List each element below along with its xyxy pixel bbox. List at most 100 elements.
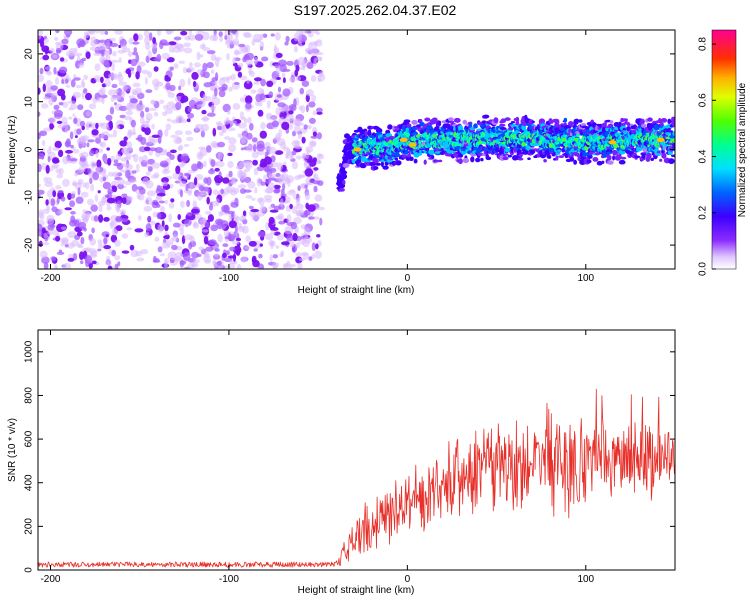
spectrogram-cell xyxy=(49,224,56,228)
spectrogram-cell xyxy=(197,100,203,105)
spectrogram-cell xyxy=(187,112,195,119)
spectrogram-cell xyxy=(46,190,53,198)
spectrogram-cell xyxy=(155,195,163,202)
spectrogram-cell xyxy=(214,174,224,184)
y-tick-label: -10 xyxy=(24,190,35,205)
spectrogram-cell xyxy=(115,215,122,223)
spectrogram-cell xyxy=(53,37,59,41)
spectrogram-cell xyxy=(573,159,577,165)
spectrogram-cell xyxy=(145,223,152,232)
spectrogram-cell xyxy=(266,80,274,88)
spectrogram-cell xyxy=(298,209,305,216)
spectrogram-cell xyxy=(122,47,131,53)
spectrogram-cell xyxy=(607,154,612,161)
spectrogram-cell xyxy=(123,136,128,141)
spectrogram-cell xyxy=(292,232,298,242)
spectrogram-cell xyxy=(111,265,116,269)
spectrogram-cell xyxy=(126,141,133,149)
spectrogram-cell xyxy=(103,168,107,175)
spectrogram-cell xyxy=(270,240,276,247)
spectrogram-cell xyxy=(227,255,237,259)
spectrogram-cell xyxy=(667,118,672,125)
spectrogram-cell xyxy=(219,35,223,43)
spectrogram-cell xyxy=(126,102,134,112)
spectrogram-cell xyxy=(95,166,101,173)
spectrogram-cell xyxy=(223,265,230,269)
spectrogram-cell xyxy=(81,143,88,147)
spectrogram-cell xyxy=(121,193,128,198)
spectrogram-cell xyxy=(592,157,599,162)
spectrogram-cell xyxy=(89,237,96,246)
spectrogram-cell xyxy=(529,149,536,154)
spectrogram-cell xyxy=(100,131,110,140)
spectrogram-cell xyxy=(607,160,614,165)
spectrogram-cell xyxy=(507,154,512,158)
spectrogram-cell xyxy=(192,222,200,229)
spectrogram-cell xyxy=(178,60,186,64)
spectrogram-cell xyxy=(227,210,236,215)
spectrogram-cell xyxy=(285,35,290,43)
spectrogram-cell xyxy=(40,40,45,48)
spectrogram-cell xyxy=(148,107,157,111)
spectrogram-cell xyxy=(248,205,254,210)
spectrogram-cell xyxy=(120,218,129,223)
spectrogram-cell xyxy=(292,130,296,137)
spectrogram-cell xyxy=(201,229,209,233)
spectrogram-cell xyxy=(73,74,77,78)
spectrogram-cell xyxy=(90,36,97,43)
spectrogram-cell xyxy=(317,160,322,165)
spectrogram-cell xyxy=(145,112,153,121)
spectrogram-cell xyxy=(411,119,418,125)
spectrogram-cell xyxy=(154,147,164,153)
spectrogram-cell xyxy=(259,130,267,139)
spectrogram-peak xyxy=(656,137,665,143)
spectrogram-cell xyxy=(238,216,247,221)
spectrogram-cell xyxy=(225,40,230,46)
spectrogram-cell xyxy=(53,67,57,75)
spectrogram-cell xyxy=(85,181,90,190)
spectrogram-cell xyxy=(172,46,181,53)
colorbar-tick-label: 0.2 xyxy=(698,205,709,219)
spectrogram-cell xyxy=(137,61,146,67)
spectrogram-cell xyxy=(72,91,82,99)
spectrogram-cell xyxy=(199,54,204,58)
spectrogram-cell xyxy=(117,261,121,267)
spectrogram-cell xyxy=(269,167,277,173)
spectrogram-cell xyxy=(268,216,275,225)
spectrogram-cell xyxy=(131,70,135,75)
spectrogram-cell xyxy=(406,123,412,129)
spectrogram-cell xyxy=(521,124,527,131)
spectrogram-cell xyxy=(56,174,63,179)
spectrogram-cell xyxy=(171,244,178,251)
spectrogram-cell xyxy=(157,246,163,253)
spectrogram-cell xyxy=(275,67,281,75)
spectrogram-cell xyxy=(268,146,277,155)
spectrogram-cell xyxy=(293,216,302,225)
spectrogram-cell xyxy=(104,78,112,88)
spectrogram-cell xyxy=(81,125,85,131)
spectrogram-cell xyxy=(164,74,169,80)
spectrogram-cell xyxy=(184,234,193,241)
spectrogram-cell xyxy=(248,240,257,247)
spectrogram-cell xyxy=(313,167,319,171)
spectrogram-cell xyxy=(183,42,191,48)
spectrogram-cell xyxy=(243,118,248,124)
spectrogram-cell xyxy=(263,156,272,165)
spectrogram-cell xyxy=(191,163,199,172)
spectrogram-cell xyxy=(72,252,78,261)
spectrogram-cell xyxy=(38,240,43,247)
spectrogram-cell xyxy=(306,124,312,130)
spectrogram-cell xyxy=(70,211,76,215)
spectrogram-cell xyxy=(424,117,431,122)
spectrogram-cell xyxy=(230,201,239,208)
spectrogram-cell xyxy=(79,251,84,261)
spectrogram-cell xyxy=(218,89,226,98)
spectrogram-cell xyxy=(114,239,121,247)
colorbar-tick-label: 0.0 xyxy=(698,262,709,276)
spectrogram-cell xyxy=(75,85,82,89)
spectrogram-cell xyxy=(162,42,171,46)
spectrogram-cell xyxy=(121,163,130,167)
spectrogram-cell xyxy=(129,98,138,104)
spectrogram-cell xyxy=(50,198,56,207)
